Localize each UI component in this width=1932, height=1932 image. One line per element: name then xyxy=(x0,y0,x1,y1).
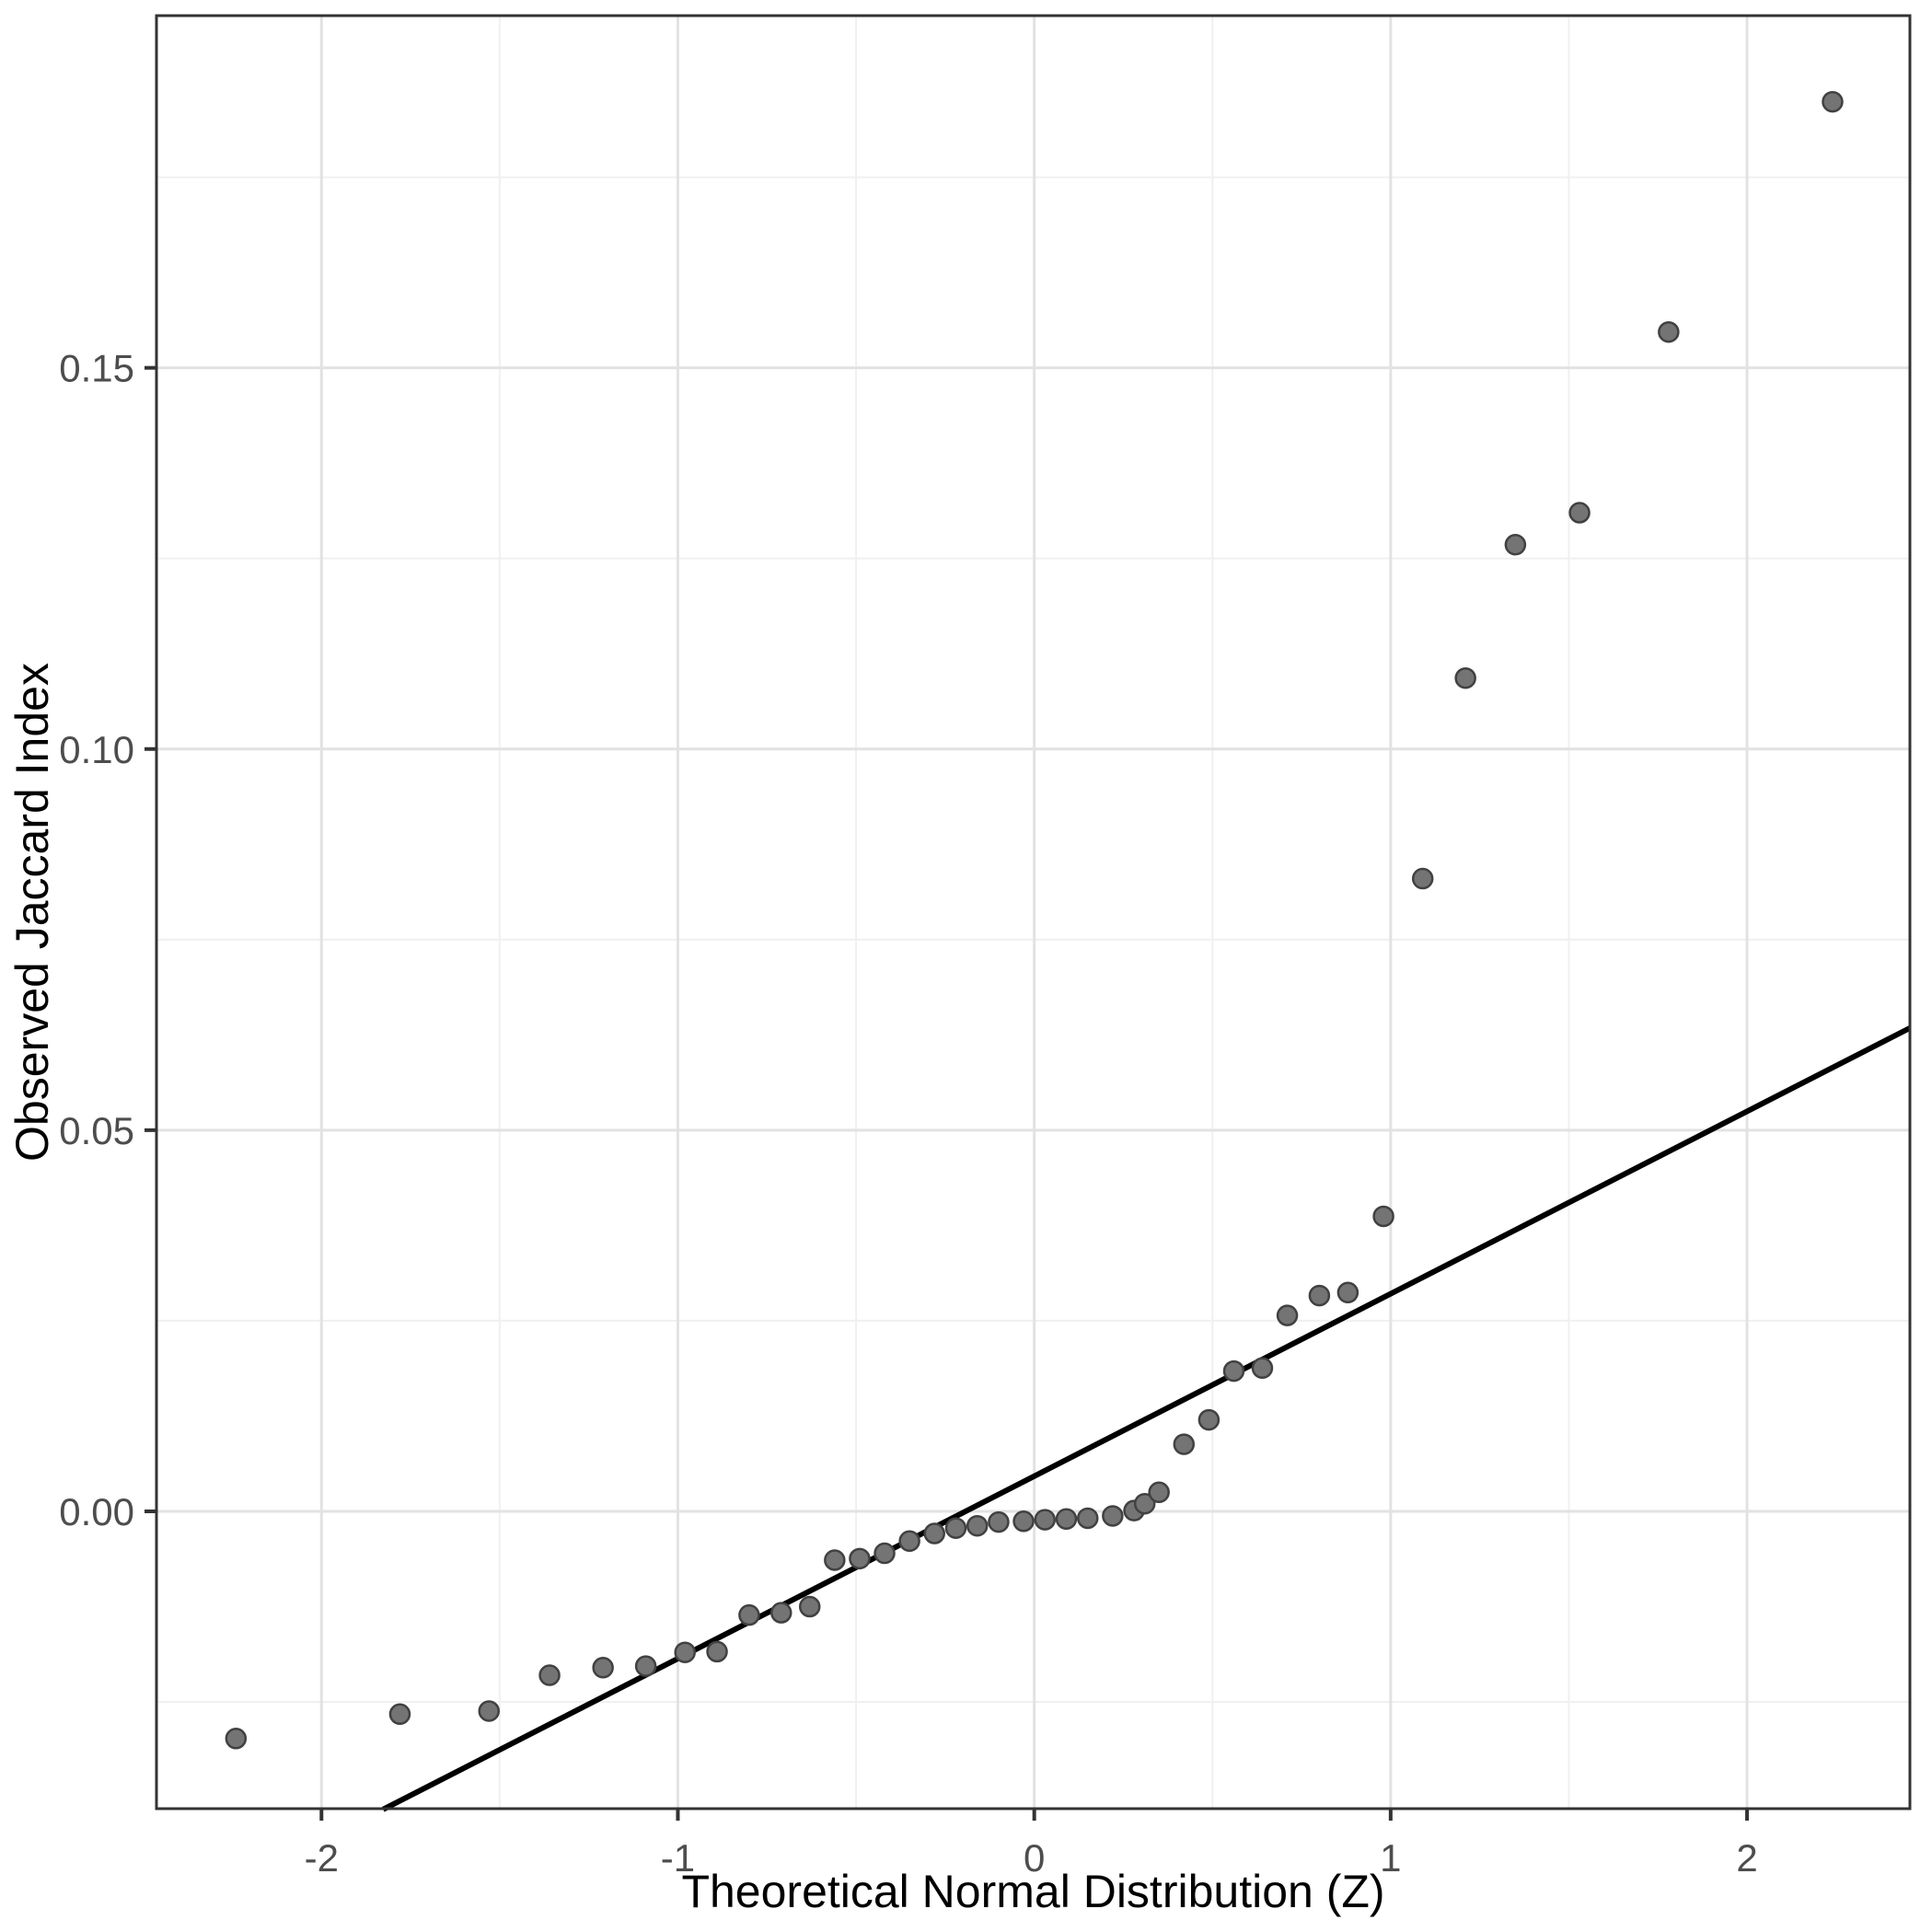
data-point xyxy=(674,1641,696,1663)
x-axis-title: Theoretical Normal Distribution (Z) xyxy=(681,1866,1384,1917)
data-point xyxy=(1308,1284,1331,1307)
qq-reference-line xyxy=(381,1025,1912,1812)
data-point xyxy=(738,1603,760,1626)
x-tick-label: -1 xyxy=(661,1836,695,1880)
x-tick-label: -2 xyxy=(305,1836,339,1880)
data-point xyxy=(1076,1507,1099,1530)
data-point xyxy=(824,1549,846,1571)
data-point xyxy=(1102,1505,1124,1527)
data-point xyxy=(798,1595,821,1618)
data-point xyxy=(966,1514,989,1537)
data-point xyxy=(388,1703,411,1726)
y-tick-label: 0.15 xyxy=(59,347,134,390)
x-tick-label: 1 xyxy=(1380,1836,1401,1880)
major-gridlines xyxy=(156,16,1910,1809)
data-point xyxy=(898,1530,920,1553)
data-point xyxy=(988,1510,1010,1533)
data-point xyxy=(1372,1205,1394,1228)
data-point xyxy=(944,1517,967,1539)
y-tick-label: 0.00 xyxy=(59,1490,134,1533)
data-point xyxy=(1276,1304,1299,1326)
data-layer xyxy=(225,90,1912,1812)
axis-tick-labels: -2 -1 0 1 2 0.00 0.05 0.10 0.15 xyxy=(59,347,1757,1880)
data-point xyxy=(706,1640,728,1663)
x-tick-label: 0 xyxy=(1024,1836,1045,1880)
y-tick-label: 0.05 xyxy=(59,1109,134,1152)
y-axis-title: Observed Jaccard Index xyxy=(6,663,58,1162)
y-tick-label: 0.10 xyxy=(59,728,134,771)
axis-ticks xyxy=(145,365,1750,1821)
data-point xyxy=(1411,867,1434,890)
data-point xyxy=(873,1542,896,1565)
data-point xyxy=(849,1547,871,1570)
data-point xyxy=(1336,1281,1359,1304)
data-point xyxy=(1504,534,1527,556)
data-point xyxy=(1133,1492,1156,1515)
data-point xyxy=(1197,1408,1221,1431)
data-point xyxy=(1173,1433,1196,1455)
data-point xyxy=(1055,1508,1078,1531)
data-point xyxy=(1454,666,1476,689)
data-point xyxy=(1222,1359,1245,1382)
data-point xyxy=(1658,320,1680,343)
data-point xyxy=(770,1602,792,1624)
x-tick-label: 2 xyxy=(1736,1836,1757,1880)
data-point xyxy=(225,1728,248,1750)
data-point xyxy=(1251,1357,1274,1380)
data-point xyxy=(1568,502,1591,524)
data-point xyxy=(1148,1481,1170,1504)
data-point xyxy=(1012,1510,1035,1533)
data-point xyxy=(1822,90,1844,113)
data-point xyxy=(923,1522,945,1544)
data-point xyxy=(538,1664,561,1686)
data-point xyxy=(634,1655,657,1677)
data-point xyxy=(592,1657,614,1679)
data-point xyxy=(1034,1509,1057,1531)
data-point xyxy=(478,1700,501,1722)
